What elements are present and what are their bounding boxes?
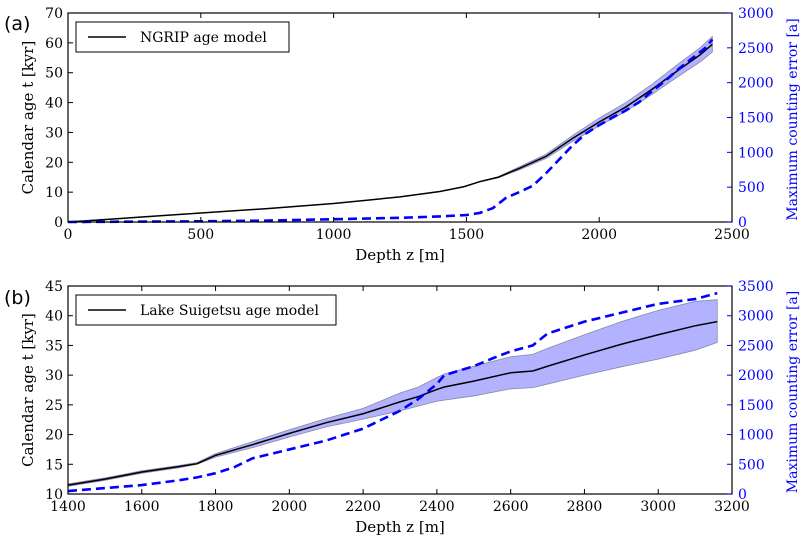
x-tick-label: 1500 [449,227,485,243]
y2-tick-label: 2000 [738,368,774,384]
y2-tick-label: 2500 [738,41,774,57]
x-axis-label: Depth z [m] [355,518,445,536]
age-uncertainty-band [67,299,718,487]
x-tick-label: 1000 [316,227,352,243]
legend-label: NGRIP age model [140,30,267,46]
y2-axis-label: Maximum counting error [a] [785,291,801,493]
y-tick-label: 10 [45,185,63,201]
y2-tick-label: 1000 [738,428,774,444]
y2-tick-label: 3000 [738,309,774,325]
y2-tick-label: 2500 [738,338,774,354]
x-axis-label: Depth z [m] [355,246,445,264]
y2-tick-label: 1000 [738,145,774,161]
y2-tick-label: 3500 [738,279,774,295]
panel-a: 0 500 1000 1500 2000 250001020304050607005001… [4,6,801,264]
y2-tick-label: 500 [738,457,765,473]
age-model-line [67,320,718,486]
x-tick-label: 2600 [493,499,529,515]
y2-axis-label: Maximum counting error [a] [785,18,801,220]
y-tick-label: 35 [45,338,63,354]
panel-label: (b) [4,287,31,309]
age-uncertainty-band [67,35,713,223]
y2-tick-label: 0 [738,487,747,503]
x-tick-label: 2000 [581,227,617,243]
x-tick-label: 2400 [419,499,455,515]
y-tick-label: 30 [45,368,63,384]
legend-label: Lake Suigetsu age model [140,303,319,319]
y-tick-label: 40 [45,96,63,112]
x-tick-label: 1400 [50,499,86,515]
x-tick-label: 1800 [198,499,234,515]
y2-tick-label: 0 [738,215,747,231]
panel-label: (a) [4,13,30,35]
counting-error-line [67,38,714,224]
x-tick-label: 500 [187,227,214,243]
x-tick-label: 3000 [640,499,676,515]
counting-error-line [67,291,718,493]
panel-b: 1400 1600 1800 2000 2200 2400 2600 2800 3000 3200… [4,279,801,536]
x-tick-label: 2800 [567,499,603,515]
y-axis-label: Calendar age t [kyr] [19,41,37,195]
y-tick-label: 10 [45,487,63,503]
y2-tick-label: 1500 [738,111,774,127]
y-tick-label: 15 [45,457,63,473]
x-tick-label: 2500 [714,227,750,243]
y-tick-label: 0 [54,215,63,231]
x-tick-label: 2200 [345,499,381,515]
y-tick-label: 20 [45,155,63,171]
x-tick-label: 1600 [124,499,160,515]
plot-frame [67,285,733,495]
y-tick-label: 30 [45,125,63,141]
x-tick-label: 0 [64,227,73,243]
y-tick-label: 50 [45,66,63,82]
age-model-line [67,43,713,223]
y-tick-label: 20 [45,428,63,444]
y2-tick-label: 2000 [738,76,774,92]
y-tick-label: 40 [45,309,63,325]
y-tick-label: 25 [45,398,63,414]
y-tick-label: 70 [45,6,63,22]
y2-tick-label: 3000 [738,6,774,22]
y-axis-label: Calendar age t [kyr] [19,313,37,467]
x-tick-label: 3200 [714,499,750,515]
x-tick-label: 2000 [272,499,308,515]
y-tick-label: 60 [45,36,63,52]
y2-tick-label: 1500 [738,398,774,414]
y-tick-label: 45 [45,279,63,295]
y2-tick-label: 500 [738,180,765,196]
